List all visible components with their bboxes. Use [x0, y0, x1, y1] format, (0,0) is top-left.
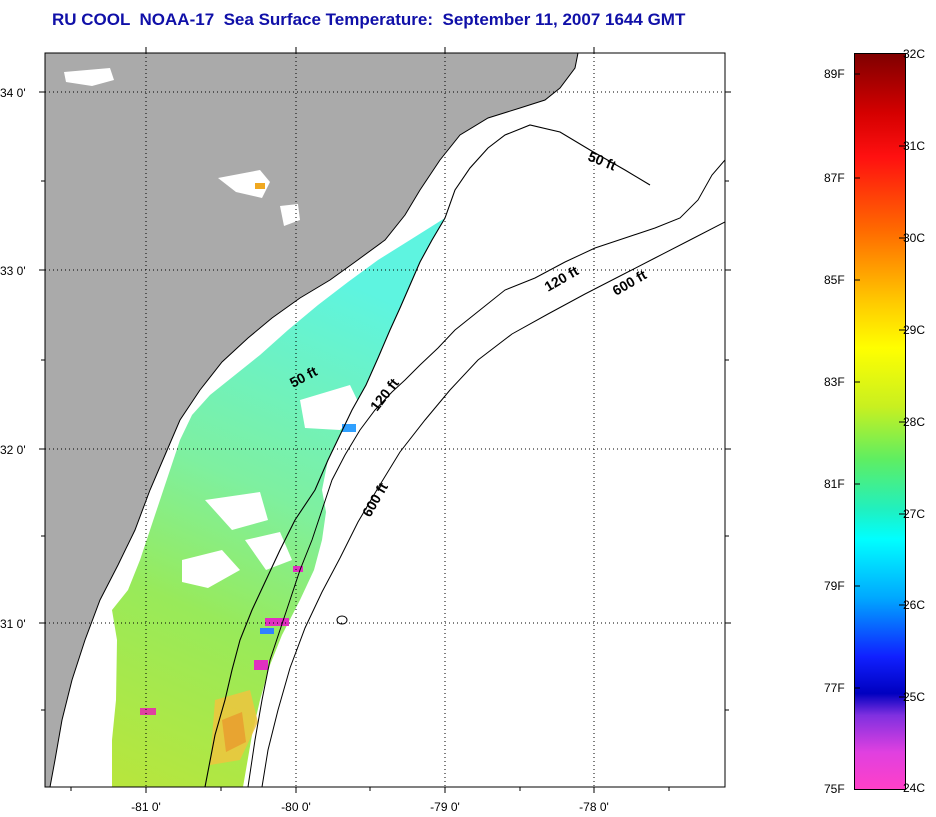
colorbar-fahrenheit-89: 89F: [824, 67, 845, 81]
colorbar-fahrenheit-85: 85F: [824, 273, 845, 287]
colorbar-celsius-32: 32C: [903, 47, 926, 61]
colorbar-celsius-25: 25C: [903, 690, 926, 704]
lon-label-80: -80 0': [281, 800, 311, 814]
colorbar-celsius-27: 27C: [903, 507, 926, 521]
frame-ticks: [39, 47, 731, 793]
lon-label-79: -79 0': [430, 800, 460, 814]
colorbar-celsius-26: 26C: [903, 598, 926, 612]
isobath-120ft: [247, 159, 725, 787]
isobath-600ft: [261, 221, 725, 787]
colorbar-celsius-29: 29C: [903, 323, 926, 337]
colorbar-fahrenheit-87: 87F: [824, 171, 845, 185]
colorbar-fahrenheit-79: 79F: [824, 579, 845, 593]
colorbar-celsius-30: 30C: [903, 231, 926, 245]
lat-label-33: 33 0': [0, 264, 26, 278]
cloud-gaps-over-water: [182, 385, 362, 588]
colorbar: 32C 31C 30C 29C 28C 27C 26C 25C 24C 89F …: [824, 47, 925, 796]
cloud-gaps-on-land: [64, 68, 300, 226]
land-mass: [45, 53, 578, 787]
colorbar-celsius-31: 31C: [903, 139, 926, 153]
lat-label-34: 34 0': [0, 86, 26, 100]
lon-label-81: -81 0': [131, 800, 161, 814]
colorbar-celsius-28: 28C: [903, 415, 926, 429]
colorbar-fahrenheit-81: 81F: [824, 477, 845, 491]
graticule: [45, 53, 725, 787]
map-title: RU COOL NOAA-17 Sea Surface Temperature:…: [52, 10, 686, 29]
isobath-50ft: [204, 124, 651, 787]
colorbar-scale: [855, 54, 905, 789]
colorbar-fahrenheit-77: 77F: [824, 681, 845, 695]
sst-swath: [112, 218, 445, 787]
map-frame: [44, 52, 726, 788]
colorbar-celsius-24: 24C: [903, 781, 926, 795]
lat-label-32: 32 0': [0, 443, 26, 457]
coastline: [49, 53, 579, 787]
colorbar-fahrenheit-75: 75F: [824, 782, 845, 796]
lon-label-78: -78 0': [579, 800, 609, 814]
sst-hotspots: [140, 183, 356, 715]
lat-label-31: 31 0': [0, 617, 26, 631]
colorbar-fahrenheit-83: 83F: [824, 375, 845, 389]
